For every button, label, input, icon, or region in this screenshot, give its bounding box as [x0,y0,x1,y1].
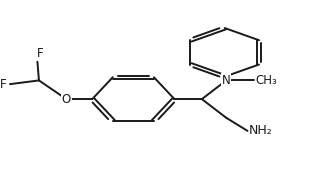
Text: O: O [62,93,71,106]
Text: CH₃: CH₃ [255,74,277,87]
Text: F: F [0,78,7,91]
Text: F: F [37,47,44,60]
Text: N: N [222,74,231,87]
Text: NH₂: NH₂ [249,124,273,137]
